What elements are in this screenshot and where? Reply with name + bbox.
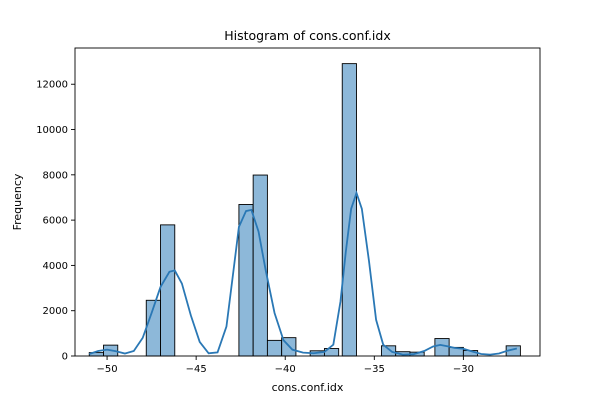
chart-title: Histogram of cons.conf.idx: [224, 28, 390, 43]
x-tick-label: −50: [97, 364, 118, 375]
x-tick-label: −35: [364, 364, 385, 375]
histogram-bar: [434, 338, 450, 357]
y-axis-label: Frequency: [11, 173, 24, 230]
histogram-bar: [160, 224, 176, 357]
y-tick-label: 12000: [36, 80, 68, 91]
y-axis-ticks: 0 2000 4000 6000 8000 10000 12000: [36, 80, 75, 363]
x-axis-label: cons.conf.idx: [272, 381, 344, 394]
y-tick-label: 4000: [43, 261, 68, 272]
histogram-bar: [341, 63, 357, 357]
x-tick-label: −40: [275, 364, 296, 375]
y-tick-label: 2000: [43, 306, 68, 317]
x-tick-label: −30: [453, 364, 474, 375]
x-tick-label: −45: [186, 364, 207, 375]
y-tick-label: 0: [62, 352, 68, 363]
histogram-bar: [238, 204, 254, 357]
x-axis-ticks: −50 −45 −40 −35 −30: [97, 356, 474, 375]
plot-frame: [74, 47, 541, 357]
histogram-bar: [266, 339, 283, 357]
y-tick-label: 10000: [36, 125, 68, 136]
y-tick-label: 6000: [43, 216, 68, 227]
histogram-bar: [380, 345, 397, 357]
kde-curve: [88, 190, 518, 356]
y-tick-label: 8000: [43, 170, 68, 181]
